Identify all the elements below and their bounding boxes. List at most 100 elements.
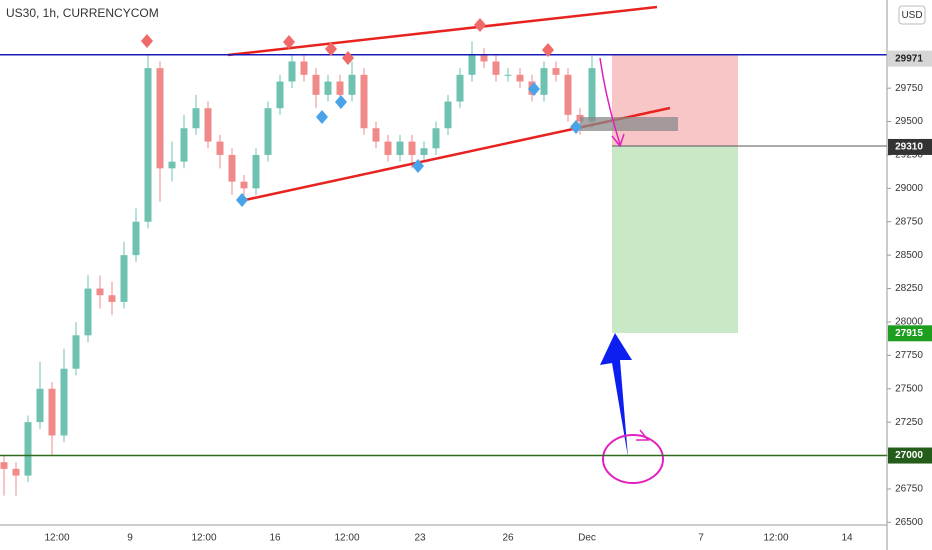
trough-marker (528, 82, 540, 96)
peak-marker (141, 34, 153, 48)
candle-body (192, 108, 200, 129)
candle-body (84, 288, 92, 336)
candle-body (360, 74, 368, 129)
x-tick-label: 23 (414, 533, 426, 544)
zone-box (580, 117, 678, 131)
trough-marker (335, 95, 347, 109)
currency-badge (898, 5, 926, 25)
candle-body (348, 74, 356, 95)
target-zone (612, 146, 738, 333)
peak-marker (542, 43, 554, 57)
candle-body (24, 422, 32, 476)
price-label-box (888, 50, 932, 67)
price-label-box (888, 325, 932, 342)
candle-body (492, 61, 500, 75)
y-tick-label: 29750 (895, 83, 923, 94)
candle-body (516, 74, 524, 82)
x-tick-label: 12:00 (763, 533, 788, 544)
y-tick-label: 29250 (895, 150, 923, 161)
price-label-box (888, 138, 932, 155)
candle-body (324, 81, 332, 95)
target-arrow (600, 333, 632, 457)
candle-body (372, 128, 380, 142)
candle-body (252, 154, 260, 189)
price-label: 27915 (895, 328, 923, 339)
x-tick-label: 14 (841, 533, 853, 544)
candle-body (504, 74, 512, 76)
x-tick-label: 9 (127, 533, 133, 544)
chart-title: US30, 1h, CURRENCYCOM (6, 6, 159, 20)
peak-marker (325, 42, 337, 56)
trough-marker (316, 110, 328, 124)
y-tick-label: 29500 (895, 116, 923, 127)
candle-body (204, 108, 212, 142)
trough-marker (236, 193, 248, 207)
candle-body (552, 68, 560, 75)
price-label: 29971 (895, 53, 923, 64)
y-tick-label: 29000 (895, 183, 923, 194)
y-tick-label: 28000 (895, 317, 923, 328)
candle-body (408, 141, 416, 155)
candle-body (444, 101, 452, 129)
trough-marker (570, 120, 582, 134)
price-label: 27000 (895, 450, 923, 461)
y-tick-label: 27500 (895, 383, 923, 394)
x-tick-label: 7 (698, 533, 704, 544)
candle-body (12, 468, 20, 476)
candle-body (468, 54, 476, 75)
candle-body (432, 128, 440, 149)
circle-arrowhead (636, 429, 650, 441)
trough-marker (412, 159, 424, 173)
y-tick-label: 27250 (895, 417, 923, 428)
candle-body (420, 148, 428, 155)
candle-body (276, 81, 284, 109)
upper-trendline (227, 5, 658, 57)
candle-body (180, 128, 188, 162)
stop-zone (612, 54, 738, 146)
candle-body (108, 295, 116, 302)
candle-body (48, 388, 56, 436)
candle-body (132, 221, 140, 256)
candle-body (588, 68, 596, 122)
y-tick-label: 28750 (895, 216, 923, 227)
candle-body (0, 462, 8, 469)
peak-marker (283, 35, 295, 49)
x-tick-label: 12:00 (334, 533, 359, 544)
candle-body (156, 68, 164, 169)
candle-body (540, 68, 548, 95)
candle-body (120, 255, 128, 302)
candle-body (168, 161, 176, 169)
price-label: 29310 (895, 142, 923, 153)
candle-body (396, 141, 404, 155)
candle-body (72, 335, 80, 369)
candle-body (288, 61, 296, 82)
peak-marker (342, 51, 354, 65)
candle-body (144, 68, 152, 222)
candle-body (300, 61, 308, 75)
y-tick-label: 28500 (895, 250, 923, 261)
y-tick-label: 28250 (895, 283, 923, 294)
candle-body (264, 108, 272, 155)
candles (0, 41, 596, 496)
price-label-box (888, 447, 932, 464)
target-circle (602, 434, 664, 484)
candle-body (312, 74, 320, 95)
y-tick-label: 26500 (895, 517, 923, 528)
candle-body (384, 141, 392, 155)
x-tick-label: 26 (502, 533, 514, 544)
x-tick-label: Dec (578, 533, 596, 544)
candle-body (336, 81, 344, 95)
drawings (0, 5, 887, 484)
projection-arrow (599, 57, 621, 145)
candle-body (96, 288, 104, 296)
candle-body (240, 181, 248, 189)
candle-body (36, 388, 44, 423)
candle-body (228, 154, 236, 182)
markers (141, 18, 582, 207)
candle-body (456, 74, 464, 102)
x-tick-label: 12:00 (191, 533, 216, 544)
candle-body (60, 368, 68, 436)
y-tick-label: 26750 (895, 484, 923, 495)
